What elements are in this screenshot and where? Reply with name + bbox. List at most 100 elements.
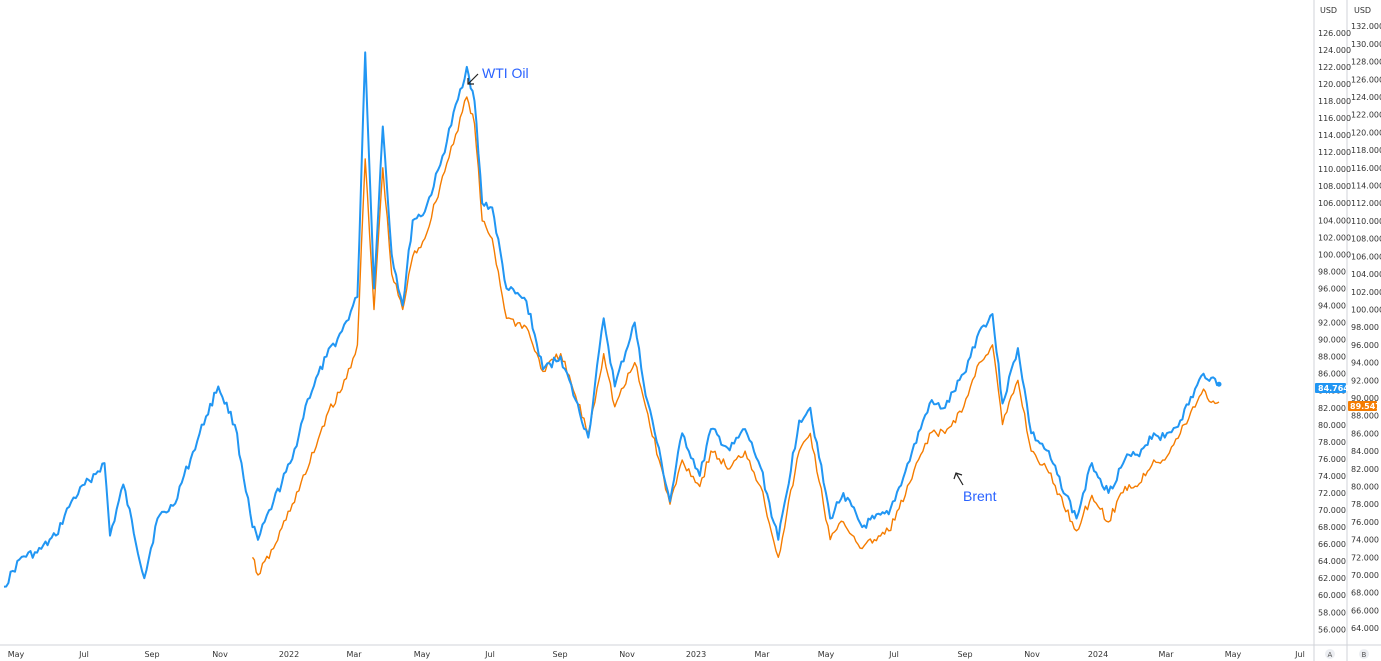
right-axis-tick-label: 92.000 xyxy=(1351,376,1379,385)
right-axis-ticks[interactable]: 64.000 66.000 68.000 70.000 72.000 74.000 76.0… xyxy=(1351,22,1381,633)
scale-button-b-label[interactable]: B xyxy=(1362,651,1367,659)
time-axis-tick-label: Jul xyxy=(888,650,899,659)
right-axis-tick-label: 86.000 xyxy=(1351,429,1379,438)
brent-arrow-head-icon xyxy=(953,472,963,480)
right-axis-unit: USD xyxy=(1354,6,1371,15)
right-axis-tick-label: 106.000 xyxy=(1351,252,1381,261)
left-axis-tick-label: 116.000 xyxy=(1318,114,1351,123)
left-axis-tick-label: 110.000 xyxy=(1318,165,1351,174)
right-axis-tick-label: 82.000 xyxy=(1351,465,1379,474)
left-axis-tick-label: 96.000 xyxy=(1318,284,1346,293)
right-axis-tick-label: 96.000 xyxy=(1351,341,1379,350)
left-axis-tick-label: 86.000 xyxy=(1318,370,1346,379)
wti-last-value-tag-bg xyxy=(1315,383,1346,393)
right-axis-tick-label: 84.000 xyxy=(1351,447,1379,456)
left-axis-tick-label: 72.000 xyxy=(1318,489,1346,498)
left-axis-tick-label: 68.000 xyxy=(1318,523,1346,532)
right-axis-tick-label: 102.000 xyxy=(1351,288,1381,297)
left-axis-tick-label: 100.000 xyxy=(1318,250,1351,259)
wti-arrow-line xyxy=(467,73,479,85)
time-axis-tick-label: May xyxy=(8,650,25,659)
time-axis-tick-label: Jul xyxy=(484,650,495,659)
brent-last-value-tag: 89.547 xyxy=(1348,401,1381,411)
right-axis-tick-label: 120.000 xyxy=(1351,128,1381,137)
scale-button-b[interactable]: B xyxy=(1359,649,1369,659)
right-axis-tick-label: 90.000 xyxy=(1351,394,1379,403)
right-axis-tick-label: 100.000 xyxy=(1351,306,1381,315)
right-axis-tick-label: 118.000 xyxy=(1351,146,1381,155)
time-axis-tick-label: Nov xyxy=(1024,650,1040,659)
wti-last-value-label: 84.764 xyxy=(1318,384,1349,393)
right-axis-tick-label: 76.000 xyxy=(1351,518,1379,527)
left-axis-tick-label: 120.000 xyxy=(1318,80,1351,89)
time-axis-tick-label: 2023 xyxy=(686,650,706,659)
left-axis-tick-label: 70.000 xyxy=(1318,506,1346,515)
left-axis-unit: USD xyxy=(1320,6,1337,15)
time-axis-tick-label: Sep xyxy=(957,650,972,659)
right-axis-tick-label: 94.000 xyxy=(1351,359,1379,368)
left-axis-ticks[interactable]: 56.000 58.000 60.000 62.000 64.000 66.000 68.0… xyxy=(1318,29,1351,635)
right-axis-tick-label: 70.000 xyxy=(1351,571,1379,580)
left-axis-tick-label: 62.000 xyxy=(1318,574,1346,583)
right-axis-tick-label: 122.000 xyxy=(1351,111,1381,120)
time-axis-tick-label: 2024 xyxy=(1088,650,1108,659)
right-axis-tick-label: 112.000 xyxy=(1351,199,1381,208)
brent-annotation-label: Brent xyxy=(963,488,997,504)
time-axis-tick-label: Jul xyxy=(78,650,89,659)
scale-button-a-label[interactable]: A xyxy=(1328,651,1333,659)
brent-last-value-tag-bg xyxy=(1348,401,1377,411)
right-axis-tick-label: 68.000 xyxy=(1351,589,1379,598)
right-axis-tick-label: 78.000 xyxy=(1351,500,1379,509)
left-axis-tick-label: 82.000 xyxy=(1318,404,1346,413)
left-axis-tick-label: 106.000 xyxy=(1318,199,1351,208)
time-axis-tick-label: 2022 xyxy=(279,650,299,659)
time-axis-tick-label: May xyxy=(818,650,835,659)
left-axis-tick-label: 76.000 xyxy=(1318,455,1346,464)
wti-annotation: WTI Oil xyxy=(467,65,529,85)
right-axis-tick-label: 80.000 xyxy=(1351,483,1379,492)
left-axis-tick-label: 94.000 xyxy=(1318,302,1346,311)
time-axis-tick-label: Sep xyxy=(552,650,567,659)
right-axis-tick-label: 104.000 xyxy=(1351,270,1381,279)
time-axis-tick-label: Mar xyxy=(346,650,362,659)
left-axis-tick-label: 58.000 xyxy=(1318,608,1346,617)
brent-last-value-label: 89.547 xyxy=(1350,402,1381,411)
left-axis-tick-label: 98.000 xyxy=(1318,267,1346,276)
brent-series-line xyxy=(251,96,1220,576)
right-axis-tick-label: 64.000 xyxy=(1351,624,1379,633)
series-layer xyxy=(3,51,1222,588)
left-axis-tick-label: 80.000 xyxy=(1318,421,1346,430)
left-axis-tick-label: 108.000 xyxy=(1318,182,1351,191)
left-axis-tick-label: 118.000 xyxy=(1318,97,1351,106)
right-axis-tick-label: 126.000 xyxy=(1351,75,1381,84)
right-axis-tick-label: 74.000 xyxy=(1351,536,1379,545)
wti-last-point-marker xyxy=(1216,381,1222,387)
scale-button-a-bg[interactable] xyxy=(1325,649,1335,659)
left-axis-tick-label: 114.000 xyxy=(1318,131,1351,140)
right-axis-tick-label: 98.000 xyxy=(1351,323,1379,332)
right-axis-tick-label: 108.000 xyxy=(1351,235,1381,244)
scale-button-b-bg[interactable] xyxy=(1359,649,1369,659)
time-axis-ticks[interactable]: May Jul Sep Nov 2022 Mar May Jul Sep Nov 2023 Mar Ma… xyxy=(8,650,1305,659)
time-axis-tick-label: Mar xyxy=(1158,650,1174,659)
left-axis-tick-label: 102.000 xyxy=(1318,233,1351,242)
right-axis-tick-label: 72.000 xyxy=(1351,553,1379,562)
wti-last-value-tag: 84.764 xyxy=(1315,383,1349,393)
right-axis-tick-label: 66.000 xyxy=(1351,606,1379,615)
wti-series-line xyxy=(3,51,1220,588)
time-axis-tick-label: Nov xyxy=(212,650,228,659)
right-axis-tick-label: 128.000 xyxy=(1351,58,1381,67)
right-axis-tick-label: 110.000 xyxy=(1351,217,1381,226)
wti-arrow-head-icon xyxy=(467,78,474,85)
left-axis-tick-label: 124.000 xyxy=(1318,46,1351,55)
right-axis-tick-label: 132.000 xyxy=(1351,22,1381,31)
left-axis-tick-label: 64.000 xyxy=(1318,557,1346,566)
scale-button-a[interactable]: A xyxy=(1325,649,1335,659)
left-axis-tick-label: 90.000 xyxy=(1318,336,1346,345)
left-axis-tick-label: 88.000 xyxy=(1318,353,1346,362)
left-axis-tick-label: 78.000 xyxy=(1318,438,1346,447)
left-axis-tick-label: 126.000 xyxy=(1318,29,1351,38)
brent-arrow-line xyxy=(955,472,964,486)
